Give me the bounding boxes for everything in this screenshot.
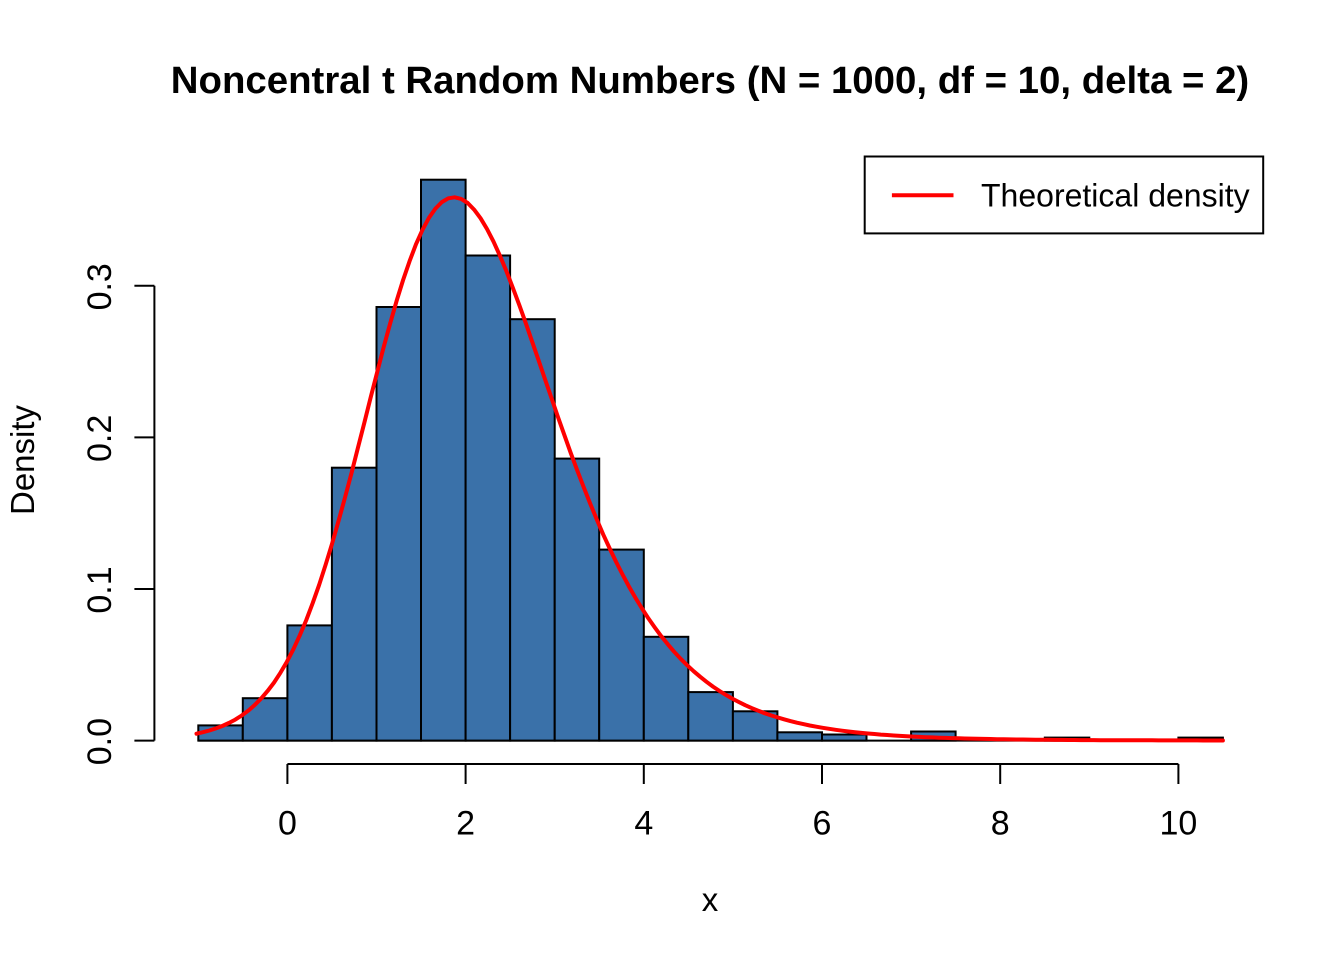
svg-text:Theoretical density: Theoretical density bbox=[981, 178, 1250, 214]
svg-text:x: x bbox=[702, 881, 719, 918]
svg-text:Noncentral t Random Numbers (N: Noncentral t Random Numbers (N = 1000, d… bbox=[171, 59, 1249, 102]
svg-text:4: 4 bbox=[634, 805, 653, 843]
svg-text:6: 6 bbox=[813, 805, 832, 843]
svg-text:0.1: 0.1 bbox=[81, 566, 119, 613]
svg-text:8: 8 bbox=[991, 805, 1010, 843]
svg-text:Density: Density bbox=[4, 404, 41, 515]
svg-text:0: 0 bbox=[278, 805, 297, 843]
svg-text:0.2: 0.2 bbox=[81, 415, 119, 462]
svg-text:10: 10 bbox=[1159, 805, 1197, 843]
svg-text:2: 2 bbox=[456, 805, 475, 843]
svg-text:0.0: 0.0 bbox=[81, 718, 119, 765]
svg-text:0.3: 0.3 bbox=[81, 263, 119, 310]
